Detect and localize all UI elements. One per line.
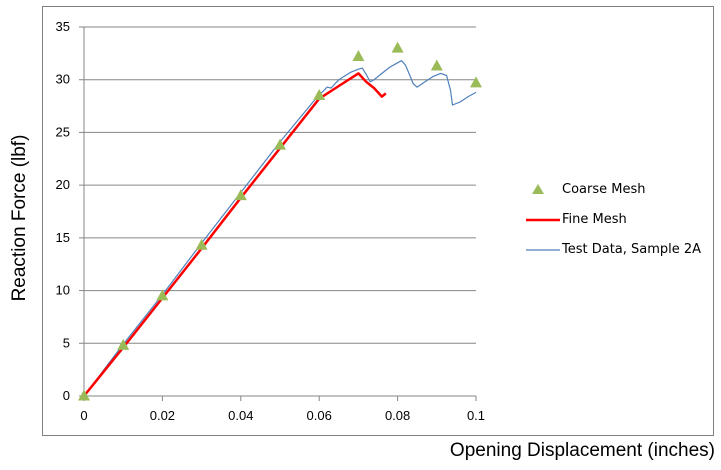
legend-swatch-test-data <box>526 249 560 251</box>
y-tick-label: 15 <box>56 230 70 245</box>
data-point-coarse-mesh <box>195 238 208 250</box>
data-point-coarse-mesh <box>430 59 443 71</box>
x-tick-label: 0.06 <box>307 408 332 423</box>
data-point-coarse-mesh <box>78 389 90 401</box>
legend-label-coarse-mesh: Coarse Mesh <box>562 182 646 197</box>
axes <box>79 26 477 401</box>
y-tick-label: 5 <box>63 335 70 350</box>
legend-item-fine-mesh: Fine Mesh <box>516 208 696 238</box>
data-point-coarse-mesh <box>352 50 365 62</box>
legend-triangle-marker <box>532 184 544 194</box>
data-point-coarse-mesh <box>234 189 247 201</box>
series-line-test-data-sample-2a <box>83 60 477 397</box>
y-tick-label: 20 <box>56 177 70 192</box>
x-tick-label: 0.1 <box>467 408 485 423</box>
x-tick-label: 0.08 <box>385 408 410 423</box>
x-tick-label: 0.04 <box>228 408 253 423</box>
legend-item-coarse-mesh: Coarse Mesh <box>516 178 696 208</box>
legend-item-test-data: Test Data, Sample 2A <box>516 238 701 268</box>
data-point-coarse-mesh <box>470 76 482 88</box>
x-tick-label: 0 <box>80 408 87 423</box>
y-tick-label: 0 <box>63 388 70 403</box>
y-axis-title: Reaction Force (lbf) <box>9 134 30 302</box>
data-point-coarse-mesh <box>313 89 326 101</box>
y-tick-label: 10 <box>56 283 70 298</box>
legend-swatch-coarse-mesh <box>532 184 544 194</box>
y-tick-label: 35 <box>56 19 70 34</box>
chart-frame <box>42 6 714 436</box>
series-line-fine-mesh <box>83 72 387 397</box>
y-tick-label: 30 <box>56 72 70 87</box>
y-tick-label: 25 <box>56 124 70 139</box>
legend: Coarse Mesh Fine Mesh Test Data, Sample … <box>516 178 701 268</box>
data-point-coarse-mesh <box>274 138 286 150</box>
data-point-coarse-mesh <box>117 338 130 350</box>
data-series <box>78 41 482 401</box>
tick-labels: 0 5 10 15 20 25 30 35 0 0.02 0.04 0.06 0.08 0.1 <box>56 19 486 423</box>
x-axis-title: Opening Displacement (inches) <box>449 440 715 461</box>
x-tick-label: 0.02 <box>150 408 175 423</box>
grid-lines <box>84 26 476 344</box>
legend-label-test-data: Test Data, Sample 2A <box>562 242 702 257</box>
data-point-coarse-mesh <box>391 41 404 53</box>
legend-swatch-fine-mesh <box>526 218 560 222</box>
data-point-coarse-mesh <box>156 289 169 301</box>
legend-label-fine-mesh: Fine Mesh <box>562 212 627 227</box>
